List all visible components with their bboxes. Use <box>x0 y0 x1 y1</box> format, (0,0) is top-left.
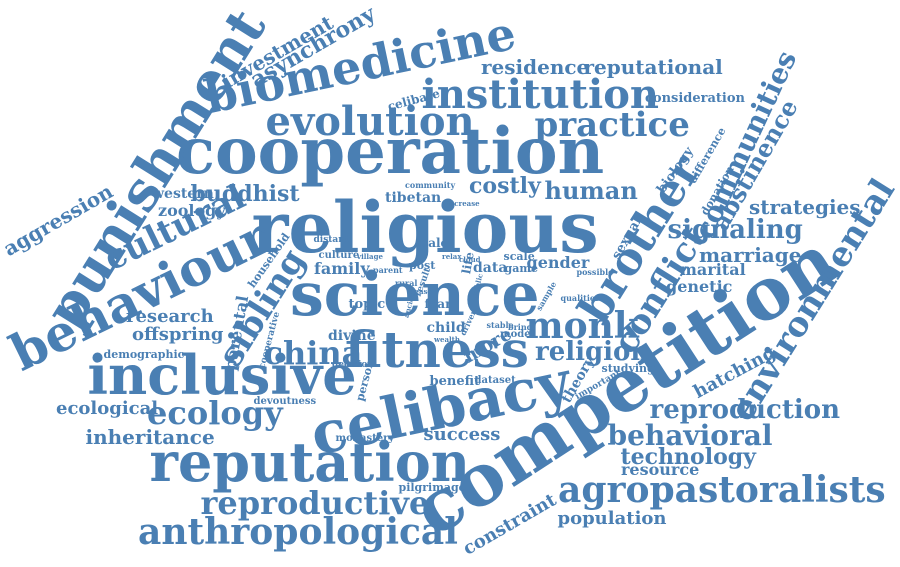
word-ecology: ecology <box>147 394 283 432</box>
word-religious: religious <box>251 186 599 269</box>
word-human: human <box>544 176 638 205</box>
word-stable: stable <box>486 320 514 330</box>
word-strategies: strategies <box>749 195 861 219</box>
word-population: population <box>557 508 667 529</box>
word-agropastoralists: agropastoralists <box>558 469 886 511</box>
word-zoology: zoology <box>158 201 226 220</box>
word-male: male <box>415 236 449 250</box>
word-signaling: signaling <box>667 215 803 245</box>
word-residence: residence <box>481 55 590 79</box>
word-possible: possible <box>576 267 614 277</box>
word-topic: topic <box>348 296 386 312</box>
word-western: western <box>152 186 214 202</box>
word-culture: culture <box>318 250 360 261</box>
word-science: science <box>290 260 540 330</box>
word-behavioral: behavioral <box>607 419 773 452</box>
word-marital: marital <box>680 260 746 279</box>
word-pilgrimage: pilgrimage <box>398 480 466 494</box>
word-tibetan: tibetan <box>385 190 442 206</box>
word-buddhist: buddhist <box>190 181 300 207</box>
word-genetic: genetic <box>666 277 733 296</box>
word-parent: parent <box>373 265 403 275</box>
word-village: village <box>357 251 383 261</box>
word-distant: distant <box>313 234 349 245</box>
word-bring: bring <box>508 322 533 332</box>
word-wealth: wealth <box>434 334 460 344</box>
word-studying: studying <box>601 361 655 375</box>
word-gender: gender <box>526 253 590 272</box>
word-inclusive: inclusive <box>87 343 357 407</box>
word-institution: institution <box>421 71 659 118</box>
word-demographic: demographic <box>103 347 185 361</box>
word-dataset: dataset <box>474 375 516 386</box>
word-monk: monk <box>525 305 639 347</box>
word-marriage: marriage <box>699 243 802 267</box>
word-resource: resource <box>621 460 700 479</box>
word-ease: ease <box>414 286 432 296</box>
word-reputation: reputation <box>149 430 471 494</box>
word-model: model <box>500 329 535 340</box>
word-data: data <box>473 260 508 276</box>
word-reputational: reputational <box>583 55 723 79</box>
word-evolution: evolution <box>265 98 475 145</box>
word-family: family <box>314 259 370 278</box>
word-child: child <box>426 320 466 336</box>
word-qualities: qualities <box>560 293 600 303</box>
word-practice: practice <box>534 105 690 145</box>
word-game: game <box>504 261 538 275</box>
word-research: research <box>126 306 214 327</box>
word-anthropological: anthropological <box>138 511 458 553</box>
word-monastery: monastery <box>335 433 395 444</box>
word-technology: technology <box>620 444 756 470</box>
word-community: community <box>405 180 456 190</box>
word-success: success <box>423 424 501 445</box>
word-devoutness: devoutness <box>253 396 317 407</box>
word-ecological: ecological <box>56 398 159 419</box>
word-reproductive: reproductive <box>200 484 430 522</box>
word-increase: increase <box>446 198 480 208</box>
word-fear: fear <box>424 297 452 311</box>
word-divine: divine <box>328 328 376 344</box>
word-relax: relax <box>442 251 462 261</box>
word-consideration: consideration <box>645 90 745 106</box>
word-cloud: cloud <box>459 254 481 264</box>
word-china: china <box>263 334 363 372</box>
word-offspring: offspring <box>132 324 224 345</box>
word-religion: religion <box>535 337 650 367</box>
word-cooperation: cooperation <box>176 114 605 189</box>
word-reproduction: reproduction <box>649 395 841 425</box>
word-post: post <box>409 258 436 272</box>
word-costly: costly <box>469 173 541 199</box>
word-scale: scale <box>503 249 535 263</box>
word-rural: rural <box>395 278 418 288</box>
word-benefit: benefit <box>429 373 481 389</box>
word-fitness: fitness <box>345 320 529 379</box>
word-inheritance: inheritance <box>85 425 215 449</box>
word-decision: decision <box>332 359 374 370</box>
